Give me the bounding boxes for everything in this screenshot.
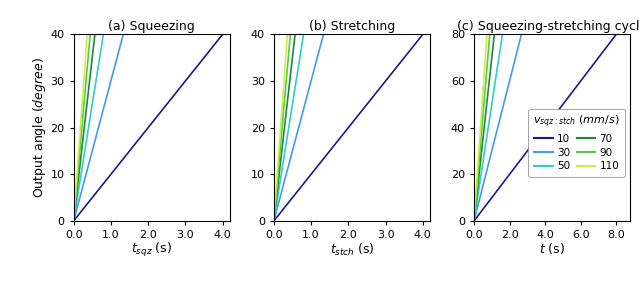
Y-axis label: Output angle ($\it{degree}$): Output angle ($\it{degree}$) [31,57,47,198]
Title: (c) Squeezing-stretching cycle: (c) Squeezing-stretching cycle [457,20,640,33]
Legend: 10, 30, 50, 70, 90, 110: 10, 30, 50, 70, 90, 110 [528,109,625,177]
Title: (a) Squeezing: (a) Squeezing [108,20,195,33]
X-axis label: $\mathit{t}$ (s): $\mathit{t}$ (s) [539,241,565,256]
X-axis label: $\mathit{t}_{stch}$ (s): $\mathit{t}_{stch}$ (s) [330,241,374,257]
X-axis label: $\mathit{t}_{sqz}$ (s): $\mathit{t}_{sqz}$ (s) [131,241,172,259]
Title: (b) Stretching: (b) Stretching [309,20,395,33]
